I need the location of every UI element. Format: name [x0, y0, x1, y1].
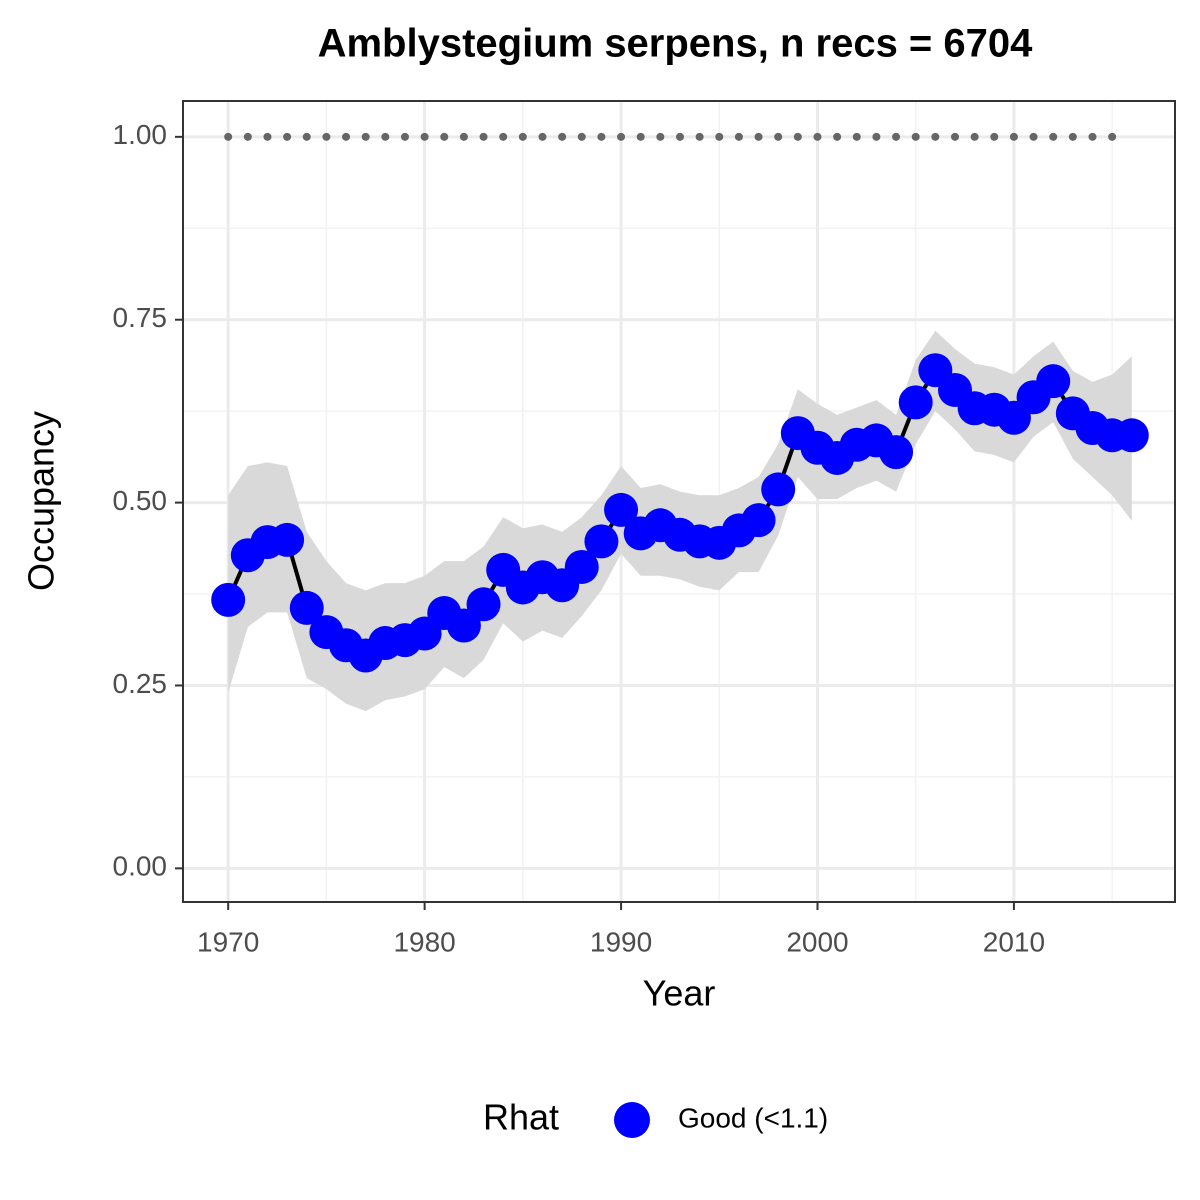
reference-dot	[518, 132, 527, 141]
y-tick-label: 0.00	[113, 851, 168, 882]
reference-dot	[1009, 132, 1018, 141]
reference-dot	[1049, 132, 1058, 141]
reference-dot	[617, 132, 626, 141]
data-point	[1036, 364, 1071, 399]
legend-marker	[614, 1102, 650, 1138]
reference-dot	[1068, 132, 1077, 141]
legend-label: Good (<1.1)	[678, 1102, 828, 1133]
reference-dot	[970, 132, 979, 141]
y-tick-label: 0.75	[113, 302, 168, 333]
x-tick-label: 1970	[197, 926, 259, 957]
reference-dot	[675, 132, 684, 141]
reference-dot	[597, 132, 606, 141]
reference-dot	[931, 132, 940, 141]
reference-dot	[224, 132, 233, 141]
data-point	[604, 492, 639, 527]
reference-dot	[1108, 132, 1117, 141]
x-tick-label: 1980	[393, 926, 455, 957]
reference-dot	[872, 132, 881, 141]
reference-dot	[342, 132, 351, 141]
reference-dot	[892, 132, 901, 141]
reference-dot	[950, 132, 959, 141]
reference-dot	[852, 132, 861, 141]
reference-dot	[695, 132, 704, 141]
reference-dot	[302, 132, 311, 141]
y-tick-label: 0.50	[113, 485, 168, 516]
reference-dot	[381, 132, 390, 141]
y-tick-label: 1.00	[113, 119, 168, 150]
reference-dot	[538, 132, 547, 141]
panel-border	[182, 100, 1176, 903]
data-point	[584, 524, 619, 559]
reference-dot	[558, 132, 567, 141]
reference-dot	[499, 132, 508, 141]
reference-dot	[440, 132, 449, 141]
reference-dot	[911, 132, 920, 141]
x-tick-label: 2000	[786, 926, 848, 957]
data-point	[270, 522, 305, 557]
reference-dot	[283, 132, 292, 141]
reference-dot	[833, 132, 842, 141]
data-point	[211, 582, 246, 617]
x-axis-title: Year	[643, 973, 716, 1014]
reference-dot	[1088, 132, 1097, 141]
reference-dot	[754, 132, 763, 141]
reference-dot	[656, 132, 665, 141]
reference-dot	[734, 132, 743, 141]
legend-title: Rhat	[483, 1097, 559, 1138]
reference-dot	[243, 132, 252, 141]
reference-dot	[715, 132, 724, 141]
x-tick-label: 2010	[983, 926, 1045, 957]
reference-dot	[459, 132, 468, 141]
reference-dot	[636, 132, 645, 141]
x-tick-label: 1990	[590, 926, 652, 957]
reference-dot	[577, 132, 586, 141]
reference-dot	[774, 132, 783, 141]
reference-dot	[400, 132, 409, 141]
data-point	[289, 590, 324, 625]
reference-dot	[263, 132, 272, 141]
reference-dot	[990, 132, 999, 141]
reference-dot	[1029, 132, 1038, 141]
data-point	[1114, 418, 1149, 453]
data-point	[564, 549, 599, 584]
reference-dot	[479, 132, 488, 141]
chart-title: Amblystegium serpens, n recs = 6704	[318, 22, 1034, 66]
reference-dot	[813, 132, 822, 141]
data-point	[741, 503, 776, 538]
reference-dot	[361, 132, 370, 141]
data-point	[761, 472, 796, 507]
y-tick-label: 0.25	[113, 668, 168, 699]
reference-dot	[322, 132, 331, 141]
data-point	[898, 385, 933, 420]
reference-dot	[420, 132, 429, 141]
data-point	[466, 587, 501, 622]
reference-dot	[793, 132, 802, 141]
y-axis-title: Occupancy	[21, 411, 62, 591]
data-point	[879, 435, 914, 470]
